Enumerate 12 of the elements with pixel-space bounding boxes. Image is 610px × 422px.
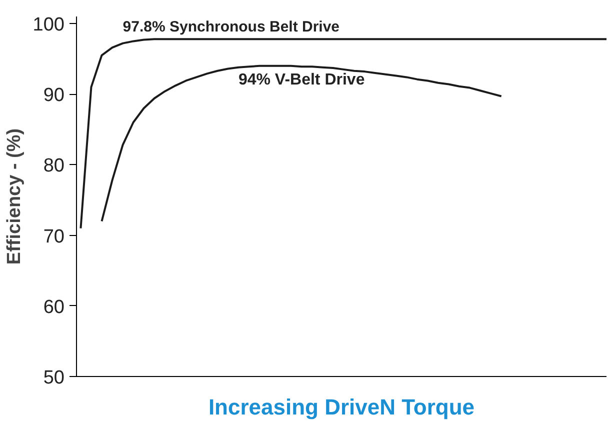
y-tick-label: 60	[43, 296, 65, 318]
series-label: 94% V-Belt Drive	[238, 72, 365, 88]
series-label: 97.8% Synchronous Belt Drive	[122, 18, 340, 36]
y-tick-label: 50	[43, 368, 65, 388]
y-tick-label: 70	[43, 226, 65, 248]
y-tick-label: 100	[32, 14, 64, 36]
y-tick-label: 80	[43, 156, 65, 177]
line-series	[100, 64, 502, 222]
line-series	[80, 38, 606, 230]
y-axis-title: Efficiency - (%)	[4, 128, 25, 265]
y-tick-label: 90	[43, 85, 65, 106]
x-axis-title: Increasing DriveN Torque	[208, 394, 475, 420]
